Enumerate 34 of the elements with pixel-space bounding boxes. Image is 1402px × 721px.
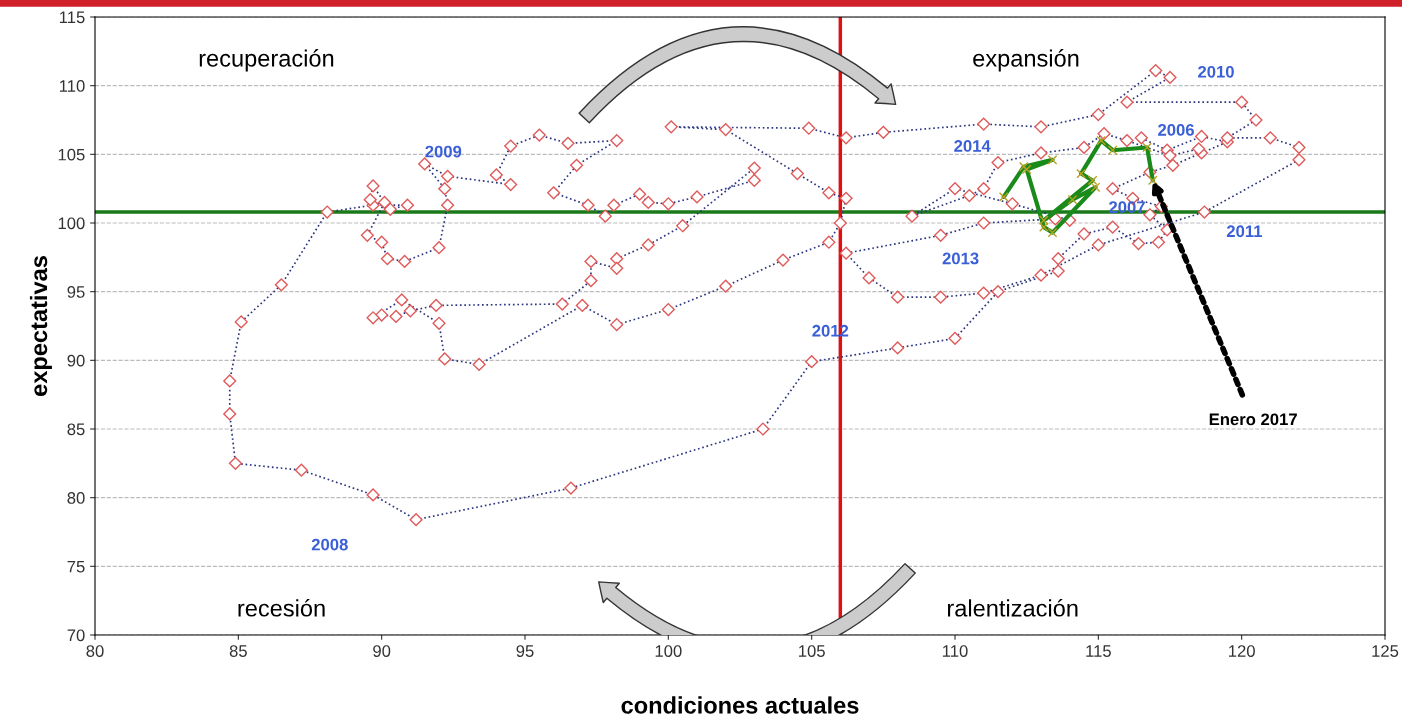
annotation: 2014 [954,140,991,152]
y-tick-label: 115 [59,11,85,24]
annotation: ralentización [947,599,1078,617]
annotation: 2010 [1198,65,1234,78]
y-tick-label: 85 [67,423,85,436]
y-tick-label: 105 [58,148,85,161]
x-tick-label: 90 [373,645,391,657]
x-tick-label: 120 [1229,645,1255,657]
annotation: 2011 [1226,225,1263,238]
y-tick-label: 100 [58,217,85,230]
annotation: 2013 [942,252,979,265]
y-tick-label: 95 [67,286,85,298]
x-axis-title: condiciones actuales [621,696,859,714]
annotation: 2006 [1158,124,1194,136]
x-tick-label: 85 [229,645,247,657]
annotation: recuperación [199,49,334,72]
x-tick-label: 110 [942,645,968,657]
y-tick-label: 70 [67,629,85,642]
y-tick-label: 110 [59,80,85,92]
annotation: 2009 [425,145,462,158]
y-tick-label: 80 [67,492,85,504]
annotation: 2008 [311,538,348,551]
annotation: expansión [973,49,1079,72]
y-tick-label: 90 [67,354,85,367]
y-axis-title: expectativas [29,256,52,396]
x-tick-label: 125 [1372,645,1399,657]
annotation: Enero 2017 [1209,413,1297,426]
x-tick-label: 100 [655,645,682,657]
annotation: recesión [238,599,325,617]
x-tick-label: 115 [1086,645,1111,657]
y-tick-label: 75 [67,560,85,573]
x-tick-label: 95 [516,645,534,657]
x-tick-label: 80 [86,645,104,657]
x-tick-label: 105 [799,645,825,657]
